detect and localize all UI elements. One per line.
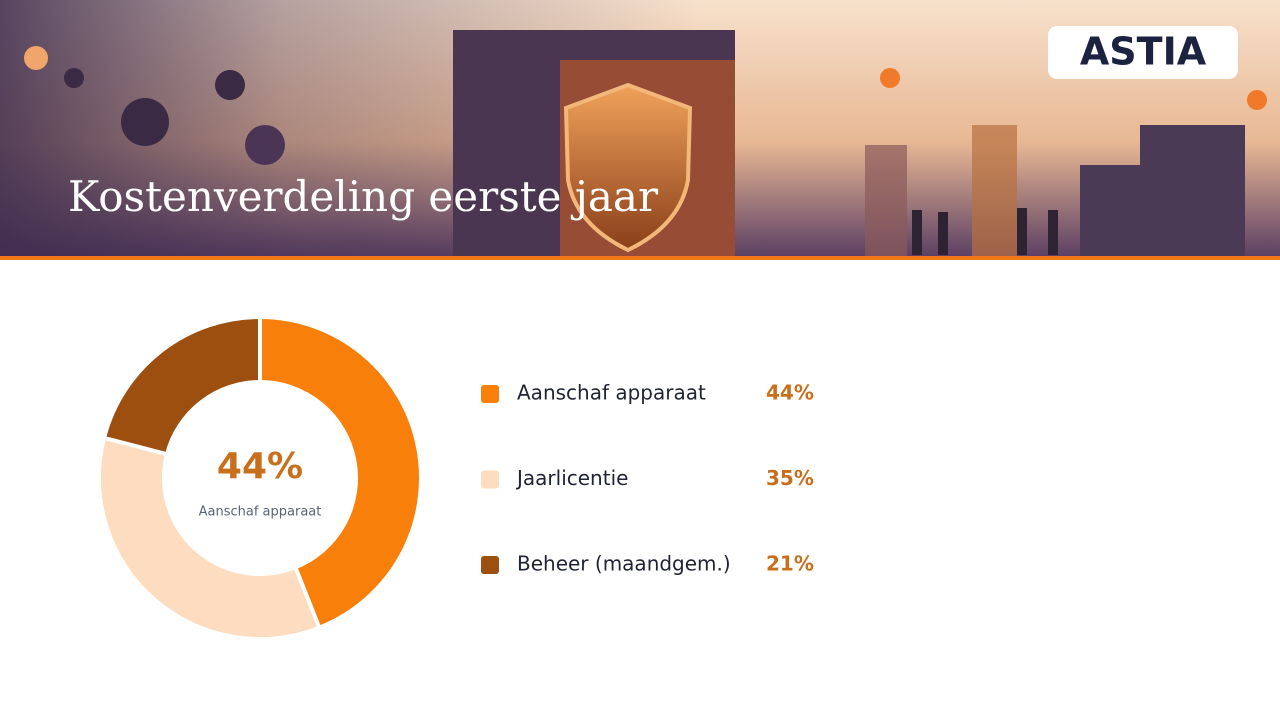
logo: ASTIA: [1080, 30, 1207, 74]
legend-label: Aanschaf apparaat: [517, 381, 706, 405]
donut-segment: [258, 314, 423, 631]
donut-segment: [97, 435, 322, 641]
chart: 44% Aanschaf apparaat Aanschaf apparaat 44%…: [97, 314, 814, 641]
legend-label: Beheer (maandgem.): [517, 552, 731, 576]
legend-value: 44%: [766, 381, 814, 405]
legend-value: 21%: [766, 552, 814, 576]
legend-label: Jaarlicentie: [515, 466, 628, 490]
center-value: 44%: [217, 446, 303, 487]
legend-swatch: [481, 385, 499, 403]
legend-swatch: [481, 556, 499, 574]
legend-value: 35%: [766, 466, 814, 490]
slide-title: Kostenverdeling eerste jaar: [68, 172, 659, 221]
donut-segment: [101, 314, 262, 457]
center-label: Aanschaf apparaat: [199, 505, 322, 520]
legend-swatch: [481, 470, 499, 489]
logo-box: [1048, 26, 1238, 79]
